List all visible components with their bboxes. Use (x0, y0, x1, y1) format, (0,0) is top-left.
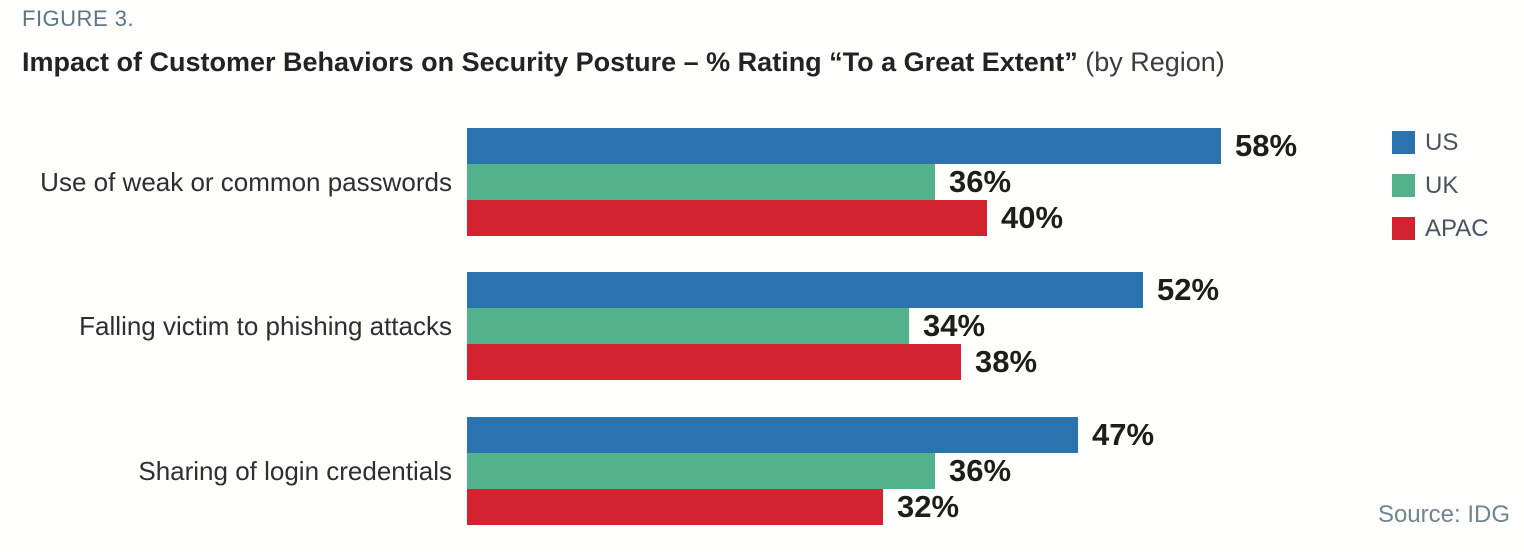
legend-swatch-apac-icon (1392, 217, 1415, 240)
bar-group-phishing: Falling victim to phishing attacks 52% 3… (0, 272, 1524, 380)
value-label-apac-weak-passwords: 40% (1001, 200, 1064, 235)
value-label-us-weak-passwords: 58% (1235, 128, 1298, 163)
bar-uk-weak-passwords (467, 164, 935, 200)
bars-credential-sharing: 47% 36% 32% (467, 417, 1154, 525)
bar-uk-phishing (467, 308, 909, 344)
bars-weak-passwords: 58% 36% 40% (467, 128, 1297, 236)
bar-apac-credential-sharing (467, 489, 883, 525)
value-label-us-phishing: 52% (1157, 272, 1220, 307)
value-label-uk-credential-sharing: 36% (949, 453, 1012, 488)
bar-us-weak-passwords (467, 128, 1221, 164)
legend: US UK APAC (1392, 128, 1489, 260)
bar-us-credential-sharing (467, 417, 1078, 453)
bar-apac-phishing (467, 344, 961, 380)
bar-row: 58% (467, 128, 1297, 164)
value-label-apac-credential-sharing: 32% (897, 489, 960, 524)
value-label-us-credential-sharing: 47% (1092, 417, 1155, 452)
bar-us-phishing (467, 272, 1143, 308)
bars-phishing: 52% 34% 38% (467, 272, 1219, 380)
chart-title-main: Impact of Customer Behaviors on Security… (22, 47, 1078, 77)
legend-item-uk: UK (1392, 171, 1489, 199)
legend-swatch-uk-icon (1392, 174, 1415, 197)
chart-title-region-suffix: (by Region) (1077, 47, 1225, 77)
legend-label-apac: APAC (1425, 214, 1489, 242)
category-label-credential-sharing: Sharing of login credentials (138, 456, 452, 486)
bar-group-weak-passwords: Use of weak or common passwords 58% 36% … (0, 128, 1524, 236)
bar-row: 52% (467, 272, 1219, 308)
chart-title: Impact of Customer Behaviors on Security… (22, 46, 1225, 78)
value-label-apac-phishing: 38% (975, 344, 1038, 379)
source-credit: Source: IDG (1377, 501, 1510, 528)
figure-label: FIGURE 3. (22, 6, 135, 31)
bar-apac-weak-passwords (467, 200, 987, 236)
bar-row: 34% (467, 308, 1219, 344)
legend-label-us: US (1425, 128, 1459, 156)
bar-uk-credential-sharing (467, 453, 935, 489)
legend-item-us: US (1392, 128, 1489, 156)
category-label-phishing: Falling victim to phishing attacks (79, 311, 452, 341)
legend-label-uk: UK (1425, 171, 1459, 199)
category-label-weak-passwords: Use of weak or common passwords (40, 167, 452, 197)
bar-row: 36% (467, 164, 1297, 200)
value-label-uk-phishing: 34% (923, 308, 986, 343)
legend-swatch-us-icon (1392, 131, 1415, 154)
bar-row: 36% (467, 453, 1154, 489)
bar-group-credential-sharing: Sharing of login credentials 47% 36% 32% (0, 417, 1524, 525)
legend-item-apac: APAC (1392, 214, 1489, 242)
bar-row: 40% (467, 200, 1297, 236)
bar-row: 32% (467, 489, 1154, 525)
value-label-uk-weak-passwords: 36% (949, 164, 1012, 199)
bar-row: 38% (467, 344, 1219, 380)
bar-row: 47% (467, 417, 1154, 453)
